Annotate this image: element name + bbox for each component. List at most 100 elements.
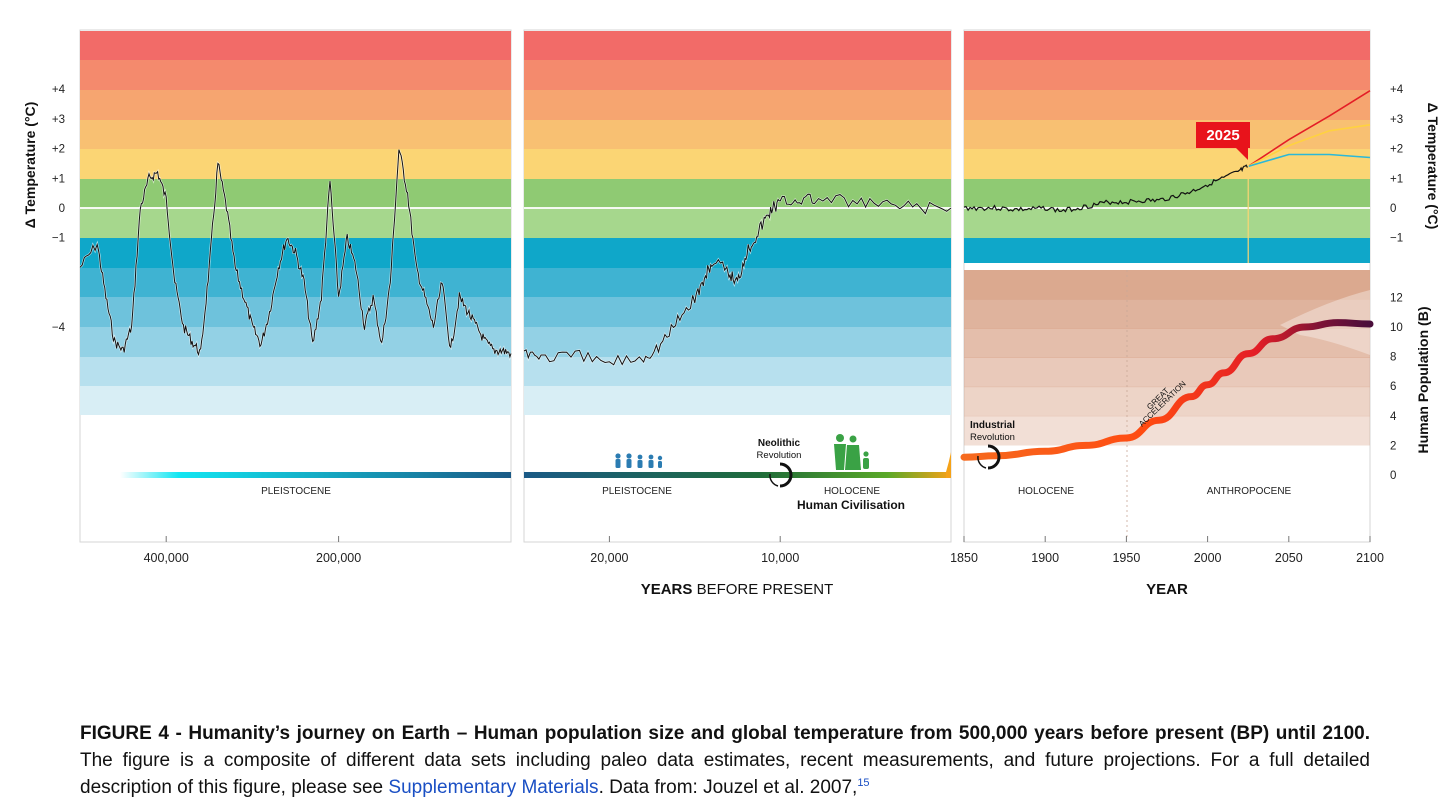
temp-band-1-12: [80, 386, 511, 415]
temp-band-2-12: [524, 386, 951, 415]
industrial-marker-icon: [977, 444, 1001, 470]
x-axis-title-year: YEAR: [1146, 581, 1188, 598]
temp-band-1-8: [80, 268, 511, 297]
y-tick-left-6: −4: [52, 322, 66, 334]
y-tick-right-2: +2: [1390, 144, 1403, 156]
axis-titles: Δ Temperature (°C) Δ Temperature (°C) Hu…: [22, 102, 1441, 598]
projection-intermediate: [1247, 124, 1371, 168]
y-tick-left-1: +3: [52, 114, 65, 126]
temp-band-3-6: [964, 208, 1370, 238]
epoch-label-1: PLEISTOCENE: [261, 486, 331, 497]
temp-band-1-11: [80, 357, 511, 386]
temp-band-1-1: [80, 60, 511, 90]
temp-band-2-2: [524, 90, 951, 120]
figure-caption: FIGURE 4 - Humanity’s journey on Earth –…: [80, 720, 1370, 801]
hunter-gatherers-icon: [615, 453, 663, 468]
human-civilisation-label: Human Civilisation: [797, 498, 905, 512]
projection-high: [1247, 90, 1371, 168]
projection-low: [1247, 153, 1371, 168]
temp-band-1-3: [80, 120, 511, 149]
left-y-axis-title: Δ Temperature (°C): [22, 102, 38, 229]
temp-band-2-5: [524, 179, 951, 208]
temp-band-2-10: [524, 327, 951, 357]
temp-band-3-1: [964, 60, 1370, 90]
icons: [615, 434, 1001, 488]
temp-band-2-9: [524, 297, 951, 327]
right-y-axis-title: Δ Temperature (°C): [1425, 103, 1441, 230]
caption-text-2: . Data from: Jouzel et al. 2007,: [598, 777, 858, 798]
temp-line-observed: [963, 164, 1249, 213]
temp-line-1: [79, 149, 512, 359]
temp-band-2-3: [524, 120, 951, 149]
temp-line-2: [523, 193, 952, 366]
year-2025-badge: [1196, 122, 1250, 148]
temp-band-2-1: [524, 60, 951, 90]
axis-ticks: +4 +3 +2 +1 0 −1 −4 +4 +3 +2 +1 0 −1 12 10 8 6 4 2 0 400,000…: [52, 84, 1404, 565]
temp-band-2-0: [524, 31, 951, 60]
epoch-label-4: HOLOCENE: [1018, 486, 1074, 497]
temp-band-2-4: [524, 149, 951, 179]
temp-band-3-5: [964, 179, 1370, 208]
temp-band-1-4: [80, 149, 511, 179]
neolithic-label: Neolithic: [758, 438, 801, 449]
family-icon: [834, 434, 869, 470]
x-tick-3-1: 1900: [1031, 551, 1059, 565]
epoch-label-2: PLEISTOCENE: [602, 486, 672, 497]
y-tick-right-3: +1: [1390, 173, 1403, 185]
caption-title: FIGURE 4 - Humanity’s journey on Earth –…: [80, 723, 1370, 744]
neolithic-label-2: Revolution: [757, 450, 802, 461]
caption-text-1: The figure is a composite of different d…: [80, 750, 1370, 798]
temperature-bands: [80, 31, 1370, 415]
y-tick-left-0: +4: [52, 84, 66, 96]
pop-band-0: [964, 270, 1370, 300]
x-tick-1-1: 200,000: [316, 551, 361, 565]
pop-tick-3: 6: [1390, 381, 1396, 393]
pop-tick-6: 0: [1390, 470, 1396, 482]
population-axis-title: Human Population (B): [1415, 307, 1431, 454]
y-tick-left-2: +2: [52, 144, 65, 156]
temp-band-2-11: [524, 357, 951, 386]
epoch-label-3: HOLOCENE: [824, 486, 880, 497]
timeline-holocene: [524, 472, 951, 478]
y-tick-right-0: +4: [1390, 84, 1404, 96]
industrial-label: Industrial: [970, 420, 1015, 431]
temp-band-1-6: [80, 208, 511, 238]
pop-band-3: [964, 357, 1370, 388]
epoch-label-5: ANTHROPOCENE: [1207, 486, 1292, 497]
caption-reference[interactable]: 15: [857, 777, 870, 789]
x-tick-3-3: 2000: [1194, 551, 1222, 565]
y-tick-left-3: +1: [52, 173, 65, 185]
year-2025-badge-pointer: [1236, 148, 1248, 160]
y-tick-right-4: 0: [1390, 203, 1396, 215]
x-tick-1-0: 400,000: [144, 551, 189, 565]
temp-band-1-2: [80, 90, 511, 120]
pop-band-2: [964, 328, 1370, 358]
neolithic-marker-icon: [769, 462, 793, 488]
epoch-labels: PLEISTOCENE PLEISTOCENE HOLOCENE HOLOCEN…: [261, 486, 1291, 497]
timeline-pleistocene-1: [120, 472, 511, 478]
x-tick-3-5: 2100: [1356, 551, 1384, 565]
pop-tick-0: 12: [1390, 292, 1403, 304]
temp-band-1-5: [80, 179, 511, 208]
temp-band-3-4: [964, 149, 1370, 179]
pop-tick-1: 10: [1390, 322, 1403, 334]
temp-band-2-6: [524, 208, 951, 238]
pop-tick-2: 8: [1390, 352, 1396, 364]
y-tick-right-5: −1: [1390, 233, 1403, 245]
temp-band-3-7: [964, 238, 1370, 263]
pop-tick-4: 4: [1390, 411, 1397, 423]
population-background: [964, 270, 1370, 540]
temp-band-3-3: [964, 120, 1370, 149]
timeline: [120, 452, 951, 478]
temp-band-3-2: [964, 90, 1370, 120]
supplementary-materials-link[interactable]: Supplementary Materials: [388, 777, 599, 798]
industrial-label-2: Revolution: [970, 432, 1015, 443]
x-tick-3-2: 1950: [1112, 551, 1140, 565]
population-line: [960, 319, 1374, 461]
temp-band-3-0: [964, 31, 1370, 60]
y-tick-right-1: +3: [1390, 114, 1403, 126]
figure-4-chart: +4 +3 +2 +1 0 −1 −4 +4 +3 +2 +1 0 −1 12 10 8 6 4 2 0 400,000…: [22, 29, 1441, 598]
year-2025-label: 2025: [1206, 127, 1239, 144]
temp-band-1-9: [80, 297, 511, 327]
timeline-uptick: [946, 452, 951, 478]
